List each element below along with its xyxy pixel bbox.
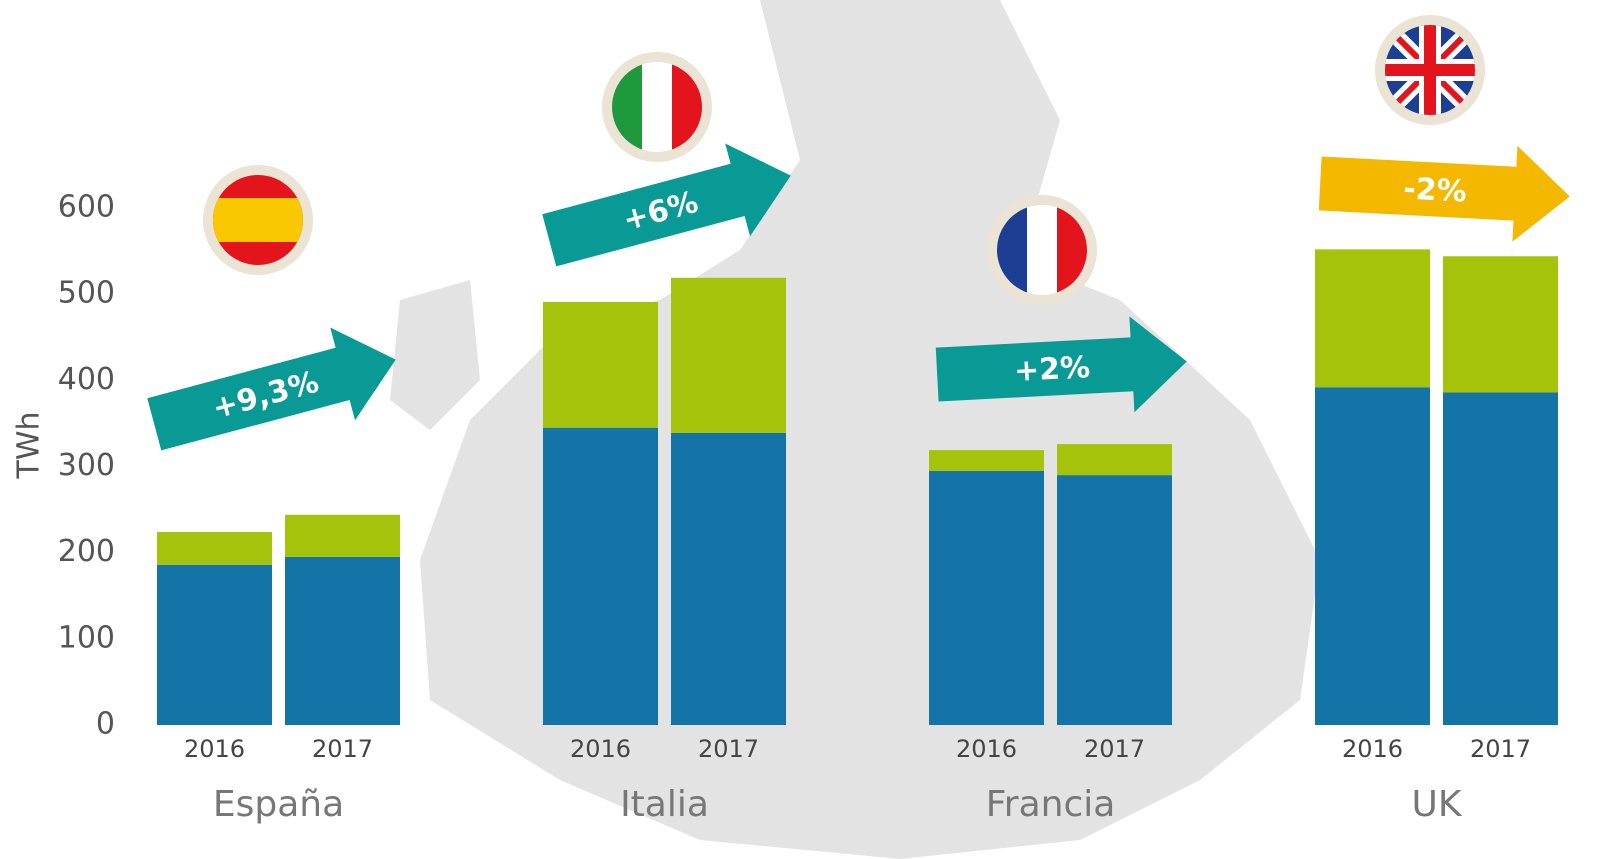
y-axis-label: TWh <box>12 411 47 479</box>
flag-uk <box>1375 15 1485 125</box>
bar-segment <box>929 450 1044 471</box>
x-tick-label: 2016 <box>1342 735 1403 763</box>
arrow-label: +2% <box>1013 350 1091 389</box>
x-tick-label: 2016 <box>570 735 631 763</box>
bar-segment <box>929 470 1044 725</box>
bar-segment <box>157 531 272 565</box>
y-tick-label: 0 <box>96 707 115 742</box>
y-tick-label: 600 <box>58 190 115 225</box>
bar-segment <box>1315 387 1430 725</box>
bar-segment <box>1443 256 1558 393</box>
arrow-shape <box>147 327 396 451</box>
change-arrow: +2% <box>935 316 1187 413</box>
group-label: España <box>213 784 344 825</box>
x-tick-label: 2016 <box>184 735 245 763</box>
arrow-shape <box>542 143 791 267</box>
group-label: UK <box>1412 784 1463 825</box>
arrow-shape <box>1318 145 1570 242</box>
bar-segment <box>1057 444 1172 476</box>
bar-segment <box>285 556 400 725</box>
bar-segment <box>543 301 658 428</box>
y-tick-label: 500 <box>58 276 115 311</box>
change-arrow: +9,3% <box>147 327 396 451</box>
bar-segment <box>157 564 272 725</box>
change-arrow: +6% <box>542 143 791 267</box>
y-tick-label: 300 <box>58 448 115 483</box>
y-tick-label: 200 <box>58 534 115 569</box>
x-tick-label: 2016 <box>956 735 1017 763</box>
bar-segment <box>671 277 786 433</box>
y-tick-label: 100 <box>58 620 115 655</box>
group-label: Italia <box>620 784 709 825</box>
bar-segment <box>1057 475 1172 725</box>
y-tick-label: 400 <box>58 362 115 397</box>
bar-segment <box>285 514 400 557</box>
flag-italy <box>602 52 712 162</box>
arrow-shape <box>935 316 1187 413</box>
bar-segment <box>543 427 658 725</box>
map-background <box>390 0 1320 859</box>
arrow-label: -2% <box>1402 171 1467 209</box>
flags <box>203 15 1485 305</box>
bar-segment <box>1443 392 1558 725</box>
x-tick-label: 2017 <box>1084 735 1145 763</box>
flag-france <box>987 195 1097 305</box>
change-arrow: -2% <box>1318 145 1570 242</box>
group-label: Francia <box>986 784 1116 825</box>
x-tick-label: 2017 <box>312 735 373 763</box>
bar-segment <box>671 432 786 725</box>
x-tick-label: 2017 <box>1470 735 1531 763</box>
bar-segment <box>1315 249 1430 388</box>
flag-spain <box>203 165 313 275</box>
x-tick-label: 2017 <box>698 735 759 763</box>
